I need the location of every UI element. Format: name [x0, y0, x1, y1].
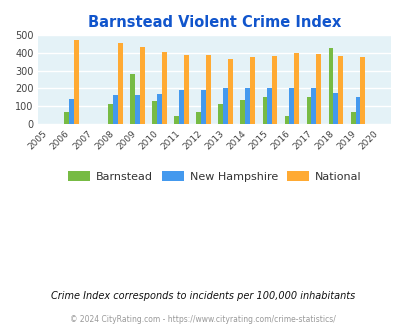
Bar [355, 97, 360, 124]
Bar [306, 97, 311, 124]
Bar [113, 95, 117, 124]
Legend: Barnstead, New Hampshire, National: Barnstead, New Hampshire, National [64, 166, 365, 186]
Bar [206, 55, 211, 124]
Bar [284, 116, 289, 124]
Bar [140, 47, 145, 124]
Bar [315, 54, 320, 124]
Bar [201, 90, 206, 124]
Bar [69, 99, 74, 124]
Bar [311, 88, 315, 124]
Bar [328, 48, 333, 124]
Title: Barnstead Violent Crime Index: Barnstead Violent Crime Index [88, 15, 341, 30]
Bar [262, 97, 267, 124]
Bar [108, 104, 113, 124]
Bar [162, 52, 166, 124]
Bar [240, 100, 245, 124]
Bar [267, 88, 271, 124]
Bar [174, 116, 179, 124]
Text: © 2024 CityRating.com - https://www.cityrating.com/crime-statistics/: © 2024 CityRating.com - https://www.city… [70, 315, 335, 324]
Bar [337, 56, 342, 124]
Bar [179, 90, 183, 124]
Bar [289, 88, 294, 124]
Bar [294, 53, 298, 124]
Bar [64, 112, 69, 124]
Bar [350, 112, 355, 124]
Bar [152, 101, 157, 124]
Bar [223, 88, 228, 124]
Bar [271, 56, 276, 124]
Bar [74, 40, 79, 124]
Bar [249, 57, 254, 124]
Bar [196, 112, 201, 124]
Bar [228, 59, 232, 124]
Bar [245, 88, 249, 124]
Bar [183, 55, 188, 124]
Bar [360, 57, 364, 124]
Bar [218, 104, 223, 124]
Bar [333, 93, 337, 124]
Bar [117, 43, 122, 124]
Bar [130, 74, 135, 124]
Bar [135, 95, 140, 124]
Bar [157, 94, 162, 124]
Text: Crime Index corresponds to incidents per 100,000 inhabitants: Crime Index corresponds to incidents per… [51, 291, 354, 301]
